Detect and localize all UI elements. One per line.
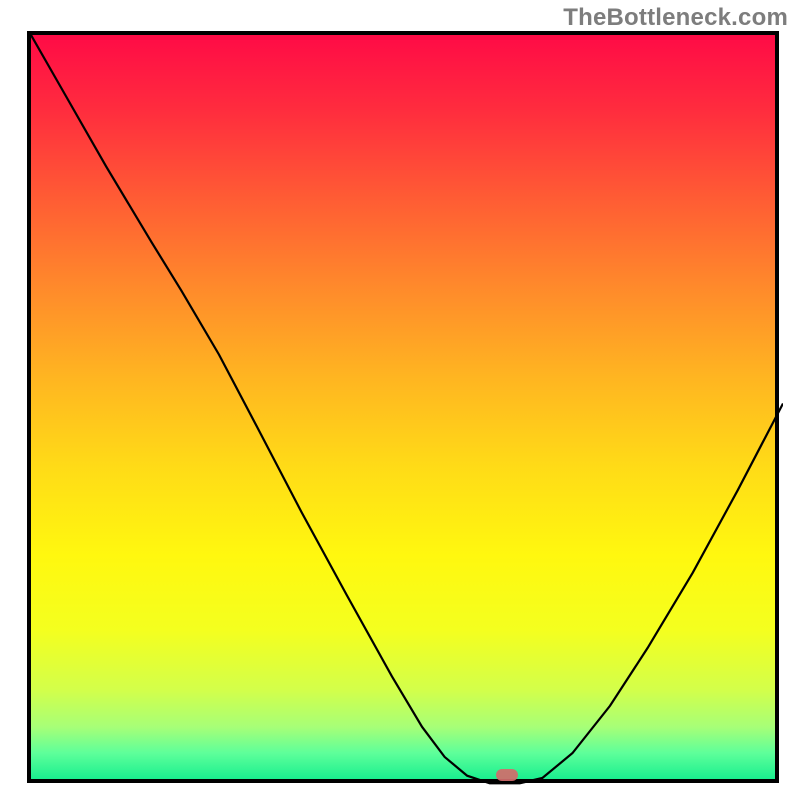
bottleneck-curve (31, 35, 783, 787)
optimum-marker (496, 769, 518, 781)
canvas-root: TheBottleneck.com (0, 0, 800, 800)
curve-path (31, 35, 783, 783)
plot-frame (27, 31, 779, 783)
watermark-text: TheBottleneck.com (563, 4, 788, 32)
